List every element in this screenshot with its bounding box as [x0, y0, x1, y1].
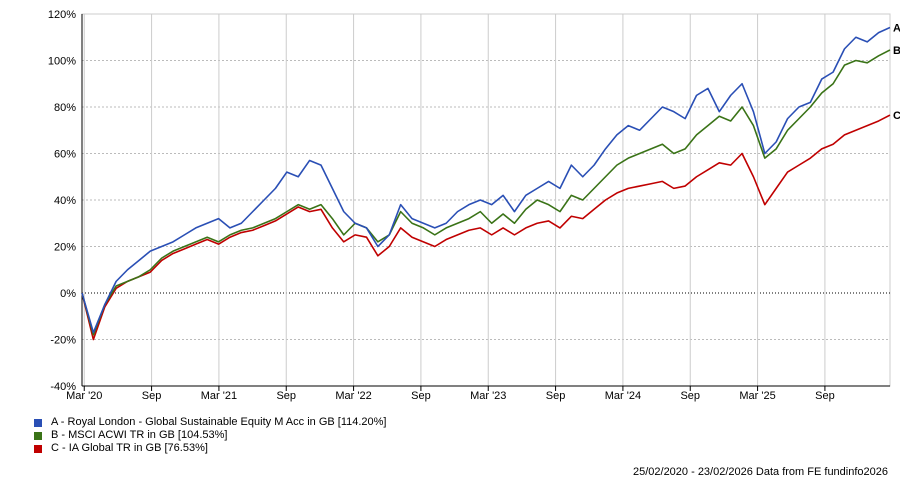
- x-tick-label: Mar '23: [470, 390, 506, 402]
- series-line-b: [81, 49, 891, 336]
- y-tick-label: 120%: [48, 9, 76, 21]
- legend-label-a: A - Royal London - Global Sustainable Eq…: [51, 416, 387, 428]
- series-end-label-b: B: [893, 45, 900, 57]
- x-tick-label: Mar '21: [201, 390, 237, 402]
- legend-item-b: B - MSCI ACWI TR in GB [104.53%]: [34, 429, 386, 442]
- legend-swatch-a: [34, 418, 42, 427]
- x-tick-label: Mar '25: [739, 390, 775, 402]
- y-tick-label: 40%: [54, 195, 76, 207]
- x-tick-label: Mar '20: [66, 390, 102, 402]
- footer-source: 25/02/2020 - 23/02/2026 Data from FE fun…: [632, 466, 888, 478]
- series-line-a: [81, 26, 891, 334]
- x-tick-label: Mar '22: [335, 390, 371, 402]
- legend-swatch-c: [34, 444, 42, 453]
- y-tick-label: 0%: [60, 288, 76, 300]
- legend-item-a: A - Royal London - Global Sustainable Eq…: [34, 416, 386, 429]
- legend: A - Royal London - Global Sustainable Eq…: [34, 416, 386, 455]
- y-tick-label: -40%: [50, 381, 76, 393]
- series-end-label-a: A: [893, 22, 900, 34]
- line-chart: -40% -20% 0% 20% 40% 60% 80% 100% 120% Mar '20 Sep…: [48, 9, 900, 402]
- legend-label-c: C - IA Global TR in GB [76.53%]: [51, 442, 208, 454]
- y-tick-label: -20%: [50, 335, 76, 347]
- y-tick-label: 100%: [48, 56, 76, 68]
- x-tick-label: Sep: [276, 390, 296, 402]
- x-tick-label: Sep: [411, 390, 431, 402]
- series-end-label-c: C: [893, 110, 900, 122]
- y-tick-label: 80%: [54, 102, 76, 114]
- x-tick-label: Sep: [142, 390, 162, 402]
- y-tick-label: 20%: [54, 242, 76, 254]
- series-line-c: [81, 114, 891, 341]
- legend-item-c: C - IA Global TR in GB [76.53%]: [34, 442, 386, 455]
- legend-swatch-b: [34, 431, 42, 440]
- legend-label-b: B - MSCI ACWI TR in GB [104.53%]: [51, 429, 228, 441]
- x-tick-label: Mar '24: [605, 390, 641, 402]
- x-tick-label: Sep: [546, 390, 566, 402]
- x-tick-label: Sep: [680, 390, 700, 402]
- y-tick-label: 60%: [54, 149, 76, 161]
- x-tick-label: Sep: [815, 390, 835, 402]
